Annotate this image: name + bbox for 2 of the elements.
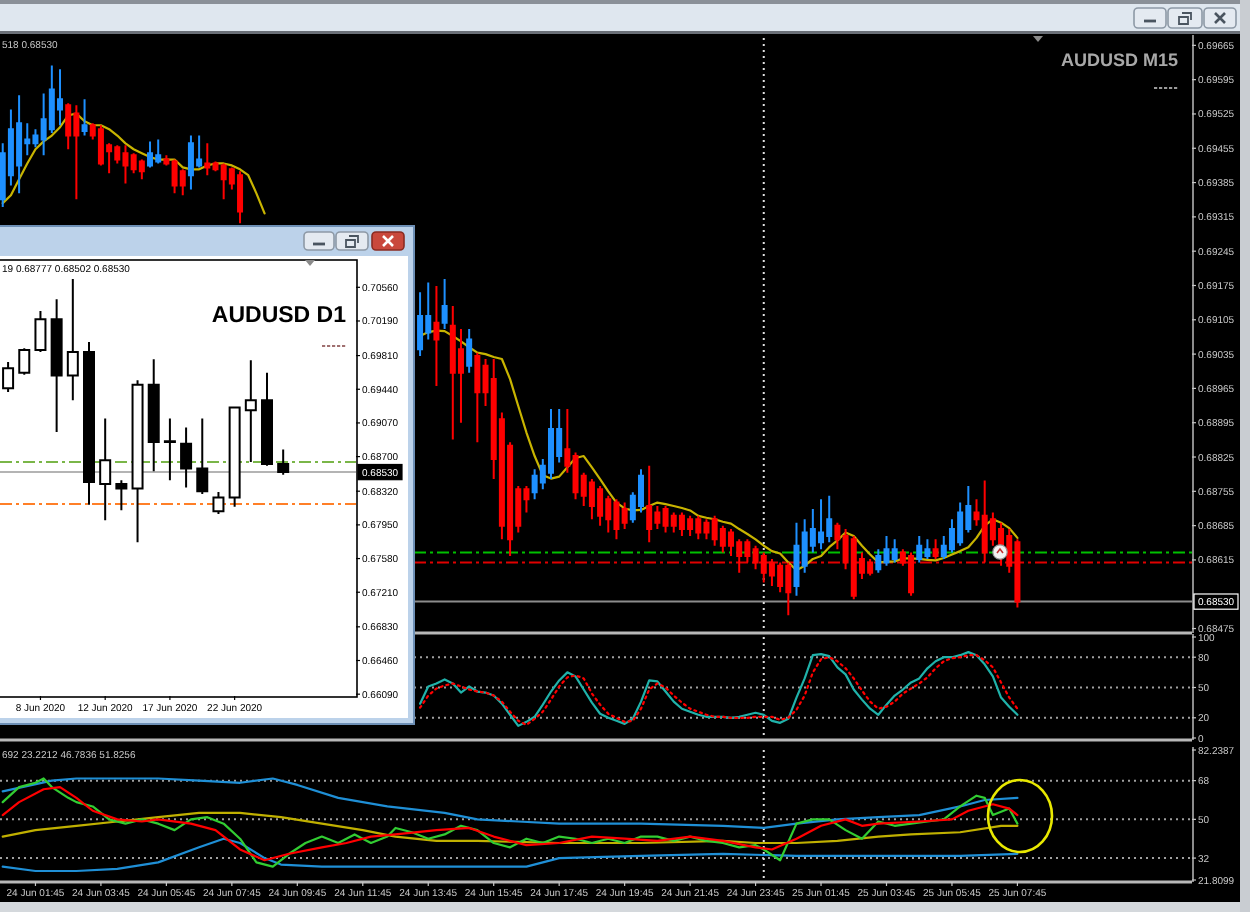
text: AUDUSD M15 — [1060, 50, 1178, 70]
text: AUDUSD D1 — [211, 304, 348, 328]
